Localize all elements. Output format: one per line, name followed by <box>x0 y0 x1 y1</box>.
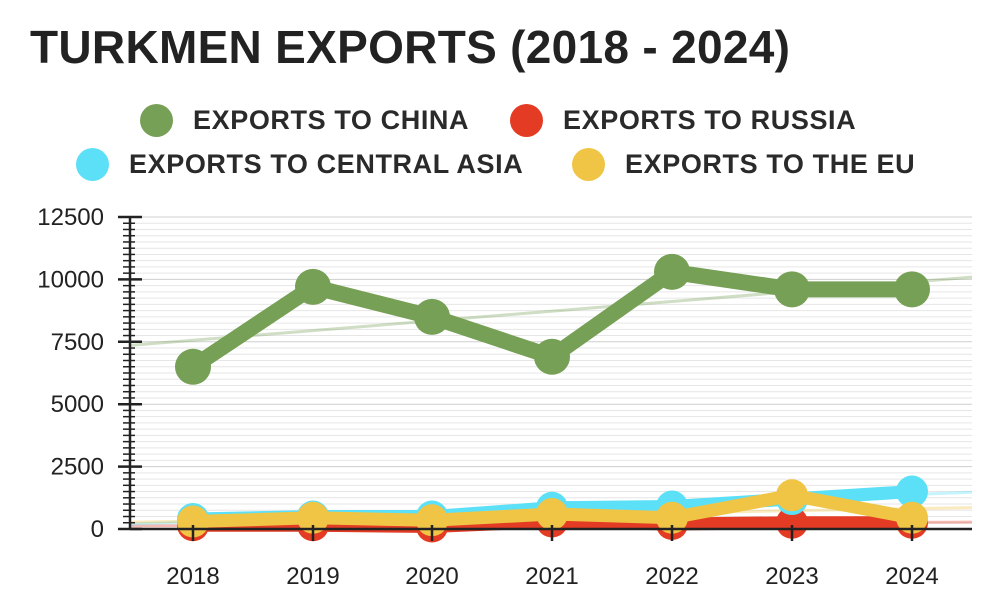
data-point <box>175 348 211 385</box>
y-tick-label: 10000 <box>37 266 104 293</box>
legend-item-russia[interactable]: EXPORTS TO RUSSIA <box>510 104 856 137</box>
series-layer <box>175 253 930 543</box>
data-point <box>536 498 568 531</box>
x-tick-label: 2024 <box>885 563 938 590</box>
chart-title: TURKMEN EXPORTS (2018 - 2024) <box>30 21 791 73</box>
data-point <box>894 271 930 308</box>
data-point <box>297 501 329 534</box>
legend-item-central-asia[interactable]: EXPORTS TO CENTRAL ASIA <box>76 148 523 181</box>
data-point <box>776 506 808 539</box>
data-point <box>896 501 928 534</box>
axes: 0 2500 5000 7500 10000 12500 2018 2019 2020 2021 2… <box>37 204 972 590</box>
y-tick-label: 5000 <box>51 391 104 418</box>
data-point <box>654 253 690 290</box>
legend-item-eu[interactable]: EXPORTS TO THE EU <box>572 148 915 181</box>
data-point <box>295 268 331 305</box>
legend-swatch-russia <box>510 104 543 137</box>
data-point <box>414 298 450 335</box>
trend-lines <box>129 275 973 528</box>
legend-swatch-eu <box>572 148 605 181</box>
x-tick-label: 2022 <box>645 563 698 590</box>
y-tick-label: 0 <box>91 516 104 543</box>
y-tick-label: 7500 <box>51 329 104 356</box>
legend-label-eu: EXPORTS TO THE EU <box>625 149 916 179</box>
y-tick-label: 2500 <box>51 454 104 481</box>
data-point <box>774 271 810 308</box>
y-tick-label: 12500 <box>37 204 104 231</box>
data-point <box>534 338 570 375</box>
legend-swatch-china <box>140 104 173 137</box>
data-point <box>896 475 928 508</box>
x-tick-label: 2018 <box>166 563 219 590</box>
legend-swatch-central-asia <box>76 148 109 181</box>
legend-label-china: EXPORTS TO CHINA <box>193 105 470 135</box>
legend-label-russia: EXPORTS TO RUSSIA <box>563 105 857 135</box>
x-tick-label: 2021 <box>525 563 578 590</box>
legend-item-china[interactable]: EXPORTS TO CHINA <box>140 104 469 137</box>
data-point <box>656 501 688 534</box>
x-tick-label: 2019 <box>286 563 339 590</box>
x-tick-label: 2020 <box>405 563 458 590</box>
data-point <box>776 479 808 512</box>
x-tick-label: 2023 <box>765 563 818 590</box>
legend-label-central-asia: EXPORTS TO CENTRAL ASIA <box>129 149 524 179</box>
